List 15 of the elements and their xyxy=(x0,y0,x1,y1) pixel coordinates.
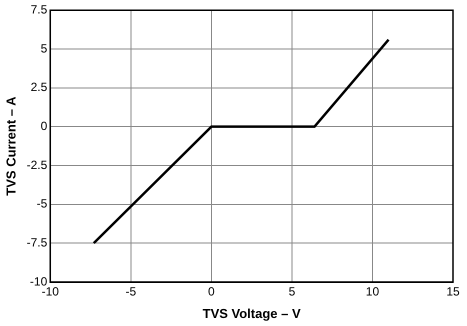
x-tick-label: -5 xyxy=(125,284,136,299)
x-tick-label: 10 xyxy=(366,284,380,299)
y-tick-label: 2.5 xyxy=(30,80,48,94)
y-tick-label: -10 xyxy=(30,274,48,288)
x-tick-label: 15 xyxy=(446,284,460,299)
x-tick-label: 5 xyxy=(288,284,296,299)
y-tick-label: 0 xyxy=(40,119,48,133)
y-tick-label: -7.5 xyxy=(26,235,48,250)
y-tick-label: -2.5 xyxy=(26,158,48,172)
y-tick-label: -5 xyxy=(36,196,48,211)
y-tick-label: 5 xyxy=(40,41,48,56)
y-axis-title: TVS Current – A xyxy=(3,96,18,196)
x-axis-title: TVS Voltage – V xyxy=(202,306,301,321)
x-tick-label: 0 xyxy=(208,284,216,299)
y-tick-label: 7.5 xyxy=(30,2,48,17)
